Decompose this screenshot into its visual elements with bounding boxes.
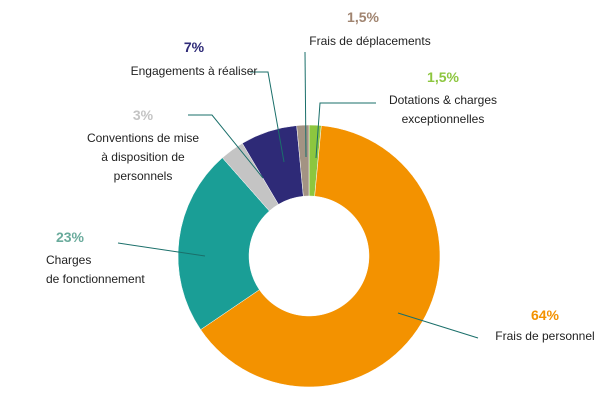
- value-label: 1,5%: [347, 9, 379, 25]
- value-label: 23%: [56, 229, 85, 245]
- leader-line: [397, 312, 479, 339]
- leader-line: [304, 51, 307, 158]
- leader-line: [188, 114, 264, 179]
- value-label: 64%: [531, 307, 560, 323]
- slice-label: Charges de fonctionnement: [46, 253, 145, 286]
- slice-label: Engagements à réaliser: [131, 64, 258, 78]
- value-label: 1,5%: [427, 69, 459, 85]
- donut-slice: [177, 157, 270, 330]
- donut-slice: [200, 125, 441, 388]
- leader-line: [250, 71, 285, 163]
- leader-line: [117, 242, 206, 257]
- leader-line: [315, 102, 376, 159]
- value-label: 7%: [184, 39, 205, 55]
- value-label: 3%: [133, 107, 154, 123]
- slice-label: Frais de personnel: [495, 329, 594, 343]
- slice-label: Conventions de mise à disposition de perso…: [87, 131, 199, 183]
- slice-label: Frais de déplacements: [309, 34, 430, 48]
- slice-label: Dotations & charges exceptionnelles: [389, 93, 497, 126]
